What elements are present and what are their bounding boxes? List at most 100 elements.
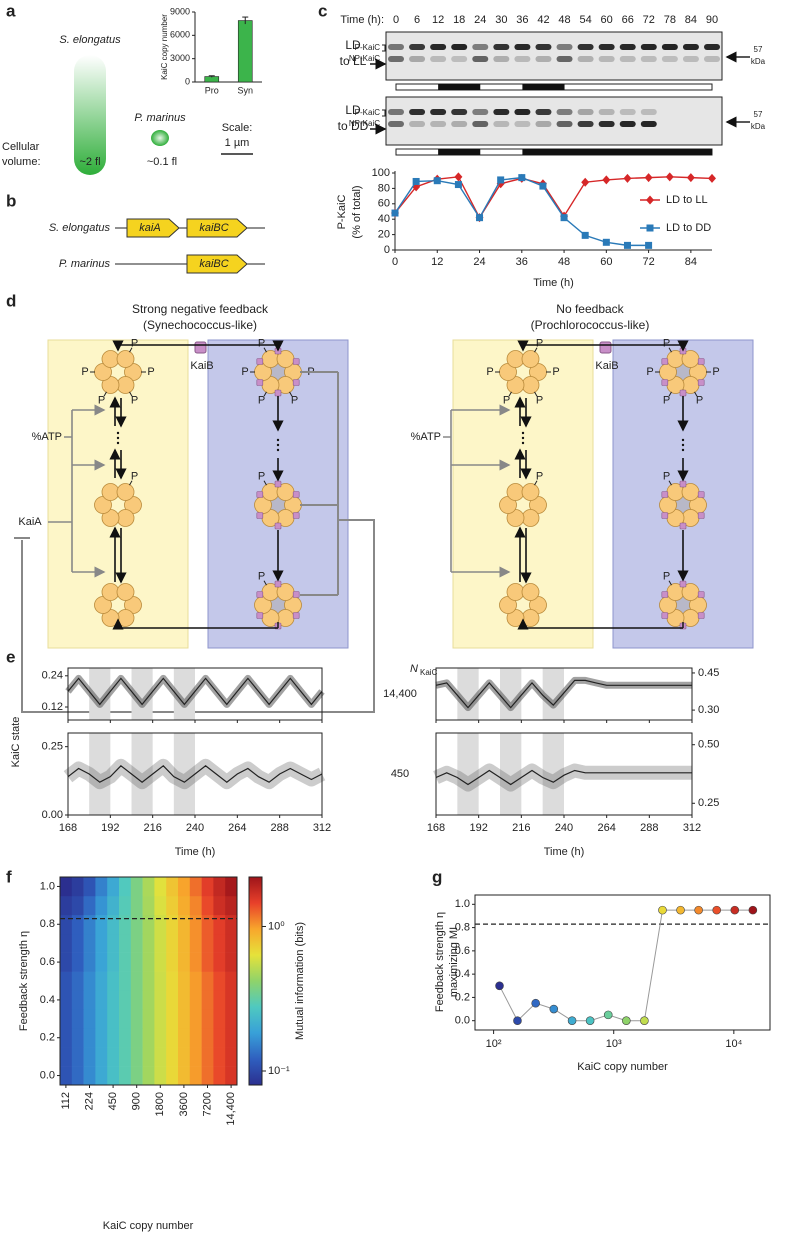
heatmap-cell: [225, 1066, 238, 1086]
kaib-unit: [679, 522, 687, 530]
np-band: [682, 56, 699, 62]
label: kaiA: [139, 222, 160, 234]
heatmap-cell: [107, 1028, 120, 1048]
np-band: [514, 56, 531, 62]
p-band: [451, 109, 468, 115]
y-axis-label: KaiC copy number: [160, 14, 169, 80]
label: kDa: [751, 57, 766, 66]
x-tick-label: 216: [143, 822, 161, 834]
np-band: [577, 121, 594, 127]
lane-label: 72: [643, 14, 655, 26]
p-band: [619, 109, 636, 115]
y-tick-label: 0.25: [42, 741, 63, 753]
kaib-unit: [292, 491, 300, 498]
heatmap-cell: [71, 990, 84, 1010]
trace-mean: [435, 679, 692, 709]
lane-label: 36: [516, 14, 528, 26]
heatmap-cell: [142, 1009, 155, 1029]
kaib-unit: [256, 379, 264, 386]
atp-branch: [64, 410, 73, 572]
p-band: [388, 44, 404, 50]
np-band: [619, 56, 636, 62]
x-axis-label: Time (h): [533, 277, 574, 289]
p-band: [704, 44, 720, 50]
label: ~2 fl: [79, 156, 100, 168]
y-tick-label: 100: [372, 167, 390, 179]
heatmap-cell: [154, 933, 167, 953]
point: [567, 1016, 577, 1025]
x-tick-label: 240: [555, 822, 573, 834]
heatmap-cell: [154, 1009, 167, 1029]
x-tick-label: 10⁴: [725, 1038, 742, 1050]
marker: [476, 214, 484, 222]
kaic-subunit: [101, 583, 120, 601]
phospho-label: P: [81, 366, 88, 378]
heatmap-cell: [119, 914, 132, 935]
heatmap-cell: [154, 990, 167, 1010]
marker: [560, 214, 568, 222]
phospho-label: P: [503, 394, 510, 406]
heatmap-cell: [178, 933, 191, 953]
point: [622, 1016, 631, 1025]
x-axis-label: Time (h): [544, 846, 585, 858]
heatmap-cell: [83, 877, 96, 897]
np-band: [388, 121, 404, 127]
heatmap-cell: [107, 971, 120, 991]
x-tick-label: 288: [640, 822, 658, 834]
panel-label: f: [6, 867, 12, 886]
kaib-unit: [292, 512, 300, 519]
bar: [204, 76, 220, 83]
kaib-unit: [274, 389, 282, 397]
marker: [581, 231, 589, 239]
np-band: [472, 56, 489, 62]
heatmap-cell: [130, 1009, 143, 1029]
heatmap-cell: [107, 1047, 120, 1067]
p-band: [682, 44, 699, 50]
kaib-unit: [661, 379, 669, 386]
ellipsis-dot: [521, 431, 525, 435]
x-tick-label: 24: [473, 256, 485, 268]
label: P-KaiC: [355, 108, 381, 117]
kaib-unit: [661, 612, 669, 619]
y-axis-label: (% of total): [351, 185, 363, 238]
band-bracket: [382, 44, 386, 52]
kaic-subunit: [521, 509, 540, 527]
heatmap-cell: [60, 1066, 73, 1086]
label: KaiB: [190, 360, 213, 372]
x-tick-label: 168: [59, 822, 77, 834]
heatmap-cell: [178, 990, 191, 1010]
y-tick-label: 0.4: [40, 994, 55, 1006]
dark-bar: [522, 149, 712, 155]
np-band: [535, 121, 552, 127]
point: [676, 905, 685, 915]
colorbar-label: Mutual information (bits): [294, 922, 306, 1040]
heatmap-cell: [119, 1047, 132, 1067]
kaib-unit: [292, 612, 300, 619]
heatmap-cell: [95, 952, 108, 972]
x-tick-label: 0: [392, 256, 398, 268]
heatmap-cell: [60, 914, 73, 935]
heatmap-cell: [225, 1028, 238, 1048]
x-tick-label: 192: [469, 822, 487, 834]
heatmap-cell: [60, 877, 73, 897]
point: [513, 1016, 522, 1025]
heatmap-cell: [189, 1066, 202, 1086]
np-band: [430, 121, 447, 127]
phospho-bond: [534, 391, 538, 397]
gene-arrow: [186, 254, 248, 274]
ellipsis-dot: [681, 438, 685, 442]
np-band: [598, 121, 615, 127]
kaib-unit: [679, 480, 687, 488]
kaib-unit: [292, 379, 300, 386]
kaic-subunit: [521, 483, 540, 501]
heatmap-cell: [107, 895, 120, 916]
heatmap-cell: [130, 877, 143, 897]
heatmap-cell: [119, 1028, 132, 1048]
heatmap-cell: [60, 1028, 73, 1048]
y-tick-label: 40: [378, 213, 390, 225]
heatmap-cell: [178, 914, 191, 935]
label: volume:: [2, 156, 41, 168]
heatmap-cell: [60, 990, 73, 1010]
phospho-bond: [534, 347, 538, 353]
kaib-unit: [697, 591, 705, 598]
